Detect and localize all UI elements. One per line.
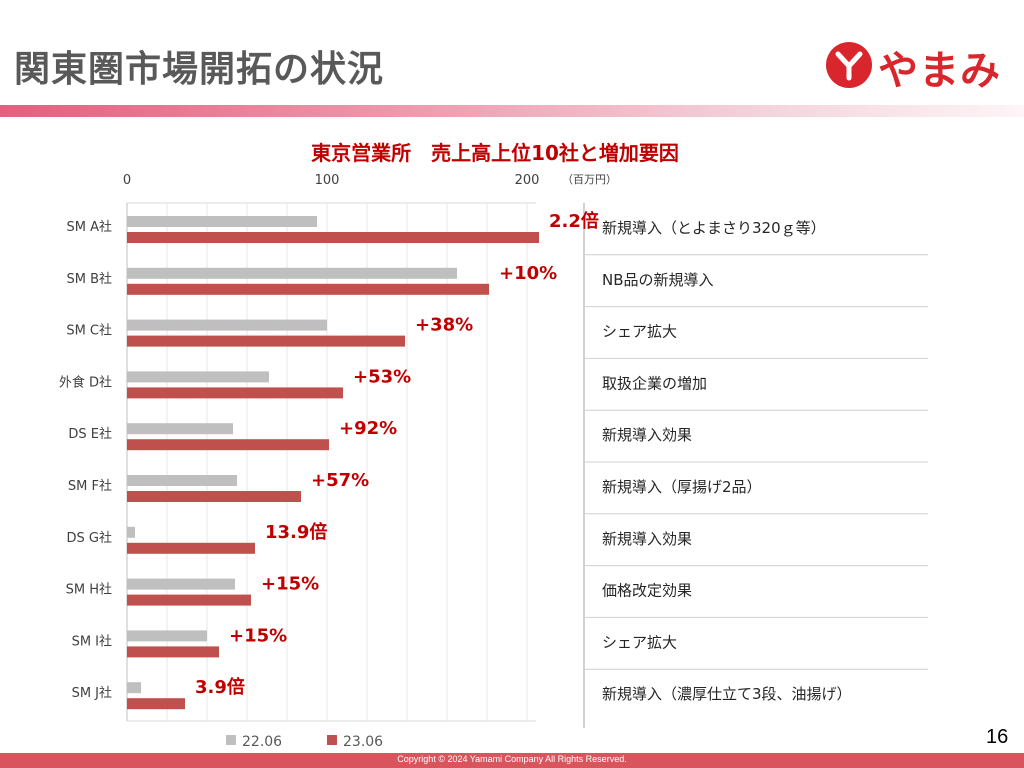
category-label: 外食 D社 bbox=[59, 374, 112, 390]
category-label: SM B社 bbox=[66, 271, 112, 287]
growth-label: +10% bbox=[499, 263, 557, 284]
reason-text: 新規導入（厚揚げ2品） bbox=[602, 478, 762, 496]
page-number: 16 bbox=[986, 726, 1009, 748]
bar-2206 bbox=[127, 526, 135, 538]
reason-text: 新規導入（とよまさり320ｇ等） bbox=[602, 219, 826, 237]
reason-text: 新規導入（濃厚仕立て3段、油揚げ） bbox=[602, 685, 852, 703]
bar-2306 bbox=[127, 594, 251, 606]
growth-label: +57% bbox=[311, 470, 369, 491]
growth-label: +92% bbox=[339, 418, 397, 439]
x-tick-label: 200 bbox=[515, 173, 540, 188]
bar-2206 bbox=[127, 682, 141, 694]
growth-label: +15% bbox=[261, 574, 319, 595]
bar-2306 bbox=[127, 232, 539, 243]
bar-2306 bbox=[127, 335, 405, 347]
growth-label: 13.9倍 bbox=[265, 521, 327, 543]
x-unit-label: （百万円） bbox=[562, 173, 617, 186]
growth-label: +15% bbox=[229, 625, 287, 646]
growth-label: +53% bbox=[353, 366, 411, 387]
reason-text: 新規導入効果 bbox=[602, 426, 692, 444]
reason-text: 価格改定効果 bbox=[602, 582, 692, 600]
category-label: DS E社 bbox=[68, 426, 112, 442]
bar-2306 bbox=[127, 646, 219, 658]
page-title: 関東圏市場開拓の状況 bbox=[14, 49, 385, 90]
category-label: SM J社 bbox=[72, 685, 112, 701]
x-tick-label: 100 bbox=[315, 173, 340, 188]
reason-text: シェア拡大 bbox=[602, 323, 677, 341]
bar-2206 bbox=[127, 630, 207, 642]
header-band bbox=[0, 105, 1024, 117]
bar-2306 bbox=[127, 542, 255, 554]
growth-label: 2.2倍 bbox=[549, 210, 599, 232]
category-label: SM F社 bbox=[68, 478, 112, 494]
bar-2206 bbox=[127, 578, 235, 590]
category-label: SM C社 bbox=[66, 323, 112, 339]
bar-2306 bbox=[127, 387, 343, 399]
bar-2306 bbox=[127, 698, 185, 710]
bar-2206 bbox=[127, 267, 457, 279]
x-tick-label: 0 bbox=[123, 173, 131, 188]
logo-mark-icon bbox=[826, 42, 872, 88]
bar-2306 bbox=[127, 491, 301, 502]
bar-2206 bbox=[127, 371, 269, 383]
bar-2206 bbox=[127, 475, 237, 486]
legend-label-2306: 23.06 bbox=[343, 734, 383, 750]
copyright: Copyright © 2024 Yamami Company All Righ… bbox=[397, 754, 627, 764]
reason-text: シェア拡大 bbox=[602, 633, 677, 651]
growth-label: +38% bbox=[415, 315, 473, 336]
category-label: SM H社 bbox=[66, 582, 112, 598]
category-label: SM I社 bbox=[72, 633, 112, 649]
logo-text: やまみ bbox=[878, 48, 1001, 94]
legend-swatch-2306 bbox=[327, 735, 337, 745]
reason-text: NB品の新規導入 bbox=[602, 271, 714, 289]
legend-label-2206: 22.06 bbox=[242, 734, 282, 750]
growth-label: 3.9倍 bbox=[195, 676, 245, 698]
bar-2206 bbox=[127, 216, 317, 227]
footer-band bbox=[0, 753, 1024, 768]
category-label: SM A社 bbox=[67, 219, 113, 235]
company-logo: やまみ bbox=[826, 38, 1006, 94]
legend-swatch-2206 bbox=[226, 735, 236, 745]
chart-title: 東京営業所 売上高上位10社と増加要因 bbox=[311, 141, 679, 165]
bar-2306 bbox=[127, 439, 329, 451]
bar-2206 bbox=[127, 423, 233, 435]
reason-text: 取扱企業の増加 bbox=[602, 374, 707, 392]
bar-2206 bbox=[127, 319, 327, 331]
category-label: DS G社 bbox=[67, 530, 112, 546]
reason-text: 新規導入効果 bbox=[602, 530, 692, 548]
bar-2306 bbox=[127, 283, 489, 295]
